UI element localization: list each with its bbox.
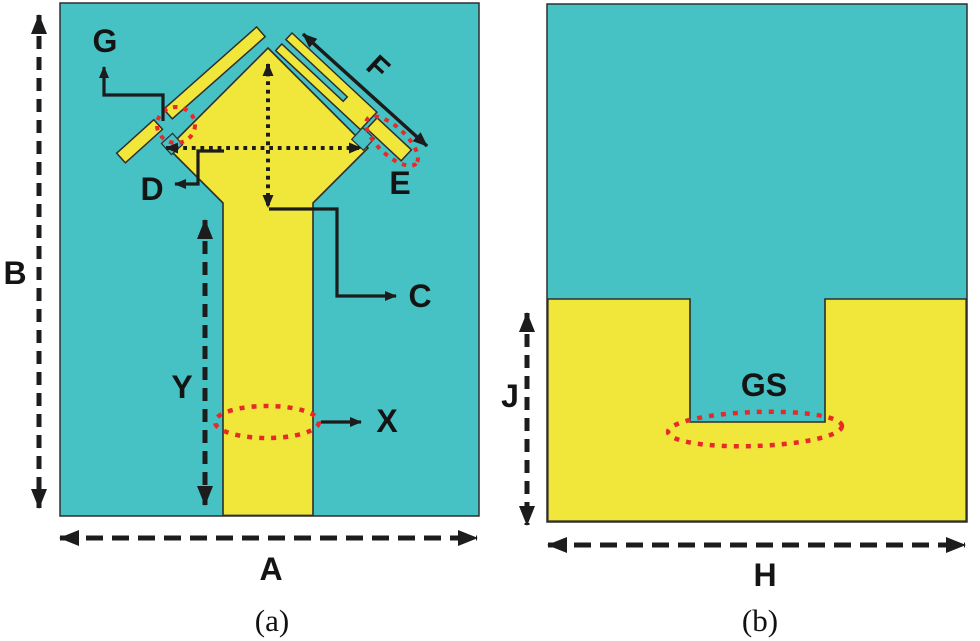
parasitic-strip-left-lower — [115, 118, 164, 164]
dim-arrow-f — [301, 32, 429, 148]
panel-a: G D E C F X Y B A (a) — [3, 2, 480, 638]
label-d: D — [140, 171, 163, 207]
caption-b: (b) — [742, 603, 778, 638]
panel-b: GS J H (b) — [501, 3, 968, 638]
patch-and-feed-line — [166, 46, 370, 517]
parasitic-strip-left-upper — [162, 25, 267, 120]
feed-slot-highlight-x — [212, 403, 322, 441]
slot-highlight-left-circle — [155, 105, 197, 145]
label-j: J — [501, 378, 519, 414]
ground-plane — [547, 298, 967, 522]
ground-slot-highlight — [665, 409, 845, 449]
label-x: X — [376, 403, 398, 439]
leader-g — [99, 66, 165, 121]
leader-d — [174, 149, 224, 189]
label-g: G — [93, 23, 118, 59]
caption-a: (a) — [255, 603, 289, 638]
label-e: E — [389, 165, 410, 201]
label-a: A — [259, 551, 282, 587]
label-c: C — [408, 278, 431, 314]
label-h: H — [753, 557, 776, 593]
label-b: B — [3, 255, 26, 291]
leader-c — [269, 207, 397, 301]
label-y: Y — [171, 369, 192, 405]
label-gs: GS — [741, 367, 787, 403]
